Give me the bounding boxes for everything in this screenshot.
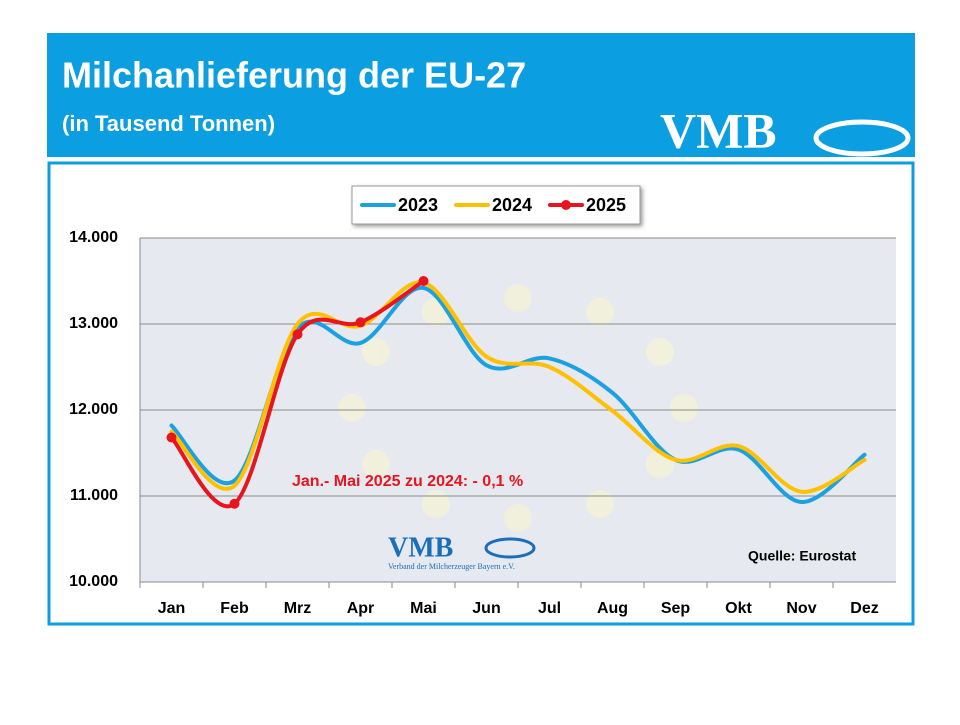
x-tick-label: Sep: [661, 600, 691, 617]
legend-label: 2025: [586, 195, 626, 215]
series-marker: [355, 317, 366, 328]
x-tick-label: Dez: [850, 600, 878, 617]
legend-label: 2024: [492, 195, 532, 215]
chart-logo-swirl: [484, 537, 536, 559]
eu-stars: [338, 284, 698, 532]
series-marker: [292, 329, 303, 340]
logo-swirl: [813, 119, 911, 157]
annotation: Jan.- Mai 2025 zu 2024: - 0,1 %: [292, 473, 523, 490]
header-band: [47, 33, 915, 157]
y-tick-label: 14.000: [69, 229, 118, 246]
x-tick-label: Aug: [597, 600, 628, 617]
chart-logo: VMB: [388, 532, 453, 563]
x-tick-label: Feb: [220, 600, 249, 617]
x-tick-label: Jan: [158, 600, 186, 617]
x-tick-label: Jun: [472, 600, 500, 617]
legend-label: 2023: [398, 195, 438, 215]
legend-box: [351, 185, 641, 225]
chart-logo-subtitle: Verband der Milcherzeuger Bayern e.V.: [388, 562, 515, 571]
header-logo: VMB: [660, 102, 777, 158]
series-line: [169, 279, 426, 509]
x-tick-label: Mrz: [284, 600, 312, 617]
x-tick-label: Okt: [725, 600, 752, 617]
series-marker: [229, 498, 240, 509]
header-subtitle: (in Tausend Tonnen): [62, 111, 275, 136]
source: Quelle: Eurostat: [748, 548, 856, 564]
y-tick-label: 12.000: [69, 401, 118, 418]
header-title: Milchanlieferung der EU-27: [62, 55, 526, 96]
series-marker: [166, 432, 177, 443]
x-tick-label: Jul: [538, 600, 561, 617]
legend-marker: [561, 200, 571, 210]
y-tick-label: 10.000: [69, 573, 118, 590]
series-line: [169, 280, 867, 494]
x-tick-label: Nov: [786, 600, 816, 617]
x-tick-label: Apr: [347, 600, 375, 617]
y-tick-label: 13.000: [69, 315, 118, 332]
y-tick-label: 11.000: [70, 487, 118, 504]
series-marker: [418, 276, 429, 286]
x-tick-label: Mai: [410, 600, 437, 617]
